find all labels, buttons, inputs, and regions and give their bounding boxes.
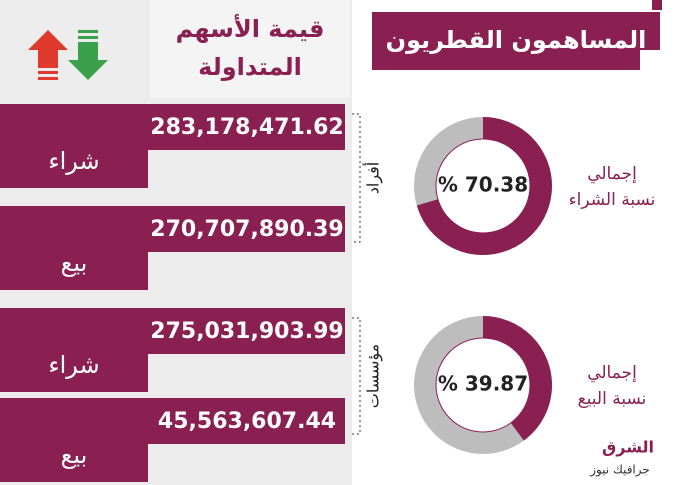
donut-label: نسبة البيع [578, 389, 647, 409]
column-header-bg [150, 0, 350, 98]
group-bracket [352, 317, 361, 435]
donut-hole [435, 337, 531, 433]
row-action: شراء [48, 351, 99, 379]
row-action: بيع [61, 441, 88, 469]
column-title: قيمة الأسهم [176, 14, 325, 43]
group-label: مؤسسات [364, 344, 384, 408]
logo-sub: جرافيك نيوز [589, 463, 650, 478]
column-title: المتداولة [198, 53, 302, 81]
donut-arc [414, 316, 552, 454]
row-band [0, 104, 345, 188]
donut-hole [435, 138, 531, 234]
row-value: 270,707,890.39 [150, 217, 343, 242]
row-action: بيع [61, 249, 88, 277]
row-band [0, 206, 345, 290]
header-banner [372, 12, 660, 70]
row-value: 275,031,903.99 [150, 319, 343, 344]
row-band [0, 398, 345, 482]
donut-label: إجمالي [587, 363, 637, 383]
donut-label: نسبة الشراء [569, 190, 656, 210]
row-value: 45,563,607.44 [158, 409, 336, 434]
donut-percent: % 39.87 [438, 372, 528, 396]
group-bracket [352, 113, 361, 243]
donut-label: إجمالي [587, 164, 637, 184]
donut-percent: % 70.38 [438, 173, 528, 197]
row-value: 283,178,471.62 [150, 115, 343, 140]
arrows-icon [28, 30, 108, 80]
banner-accent [652, 0, 662, 10]
group-label: أفراد [363, 162, 384, 195]
header-title: المساهمون القطريون [386, 26, 647, 54]
logo-name: الشرق [602, 438, 654, 457]
row-band [0, 308, 345, 392]
row-action: شراء [48, 147, 99, 175]
donut-arc [414, 117, 552, 255]
